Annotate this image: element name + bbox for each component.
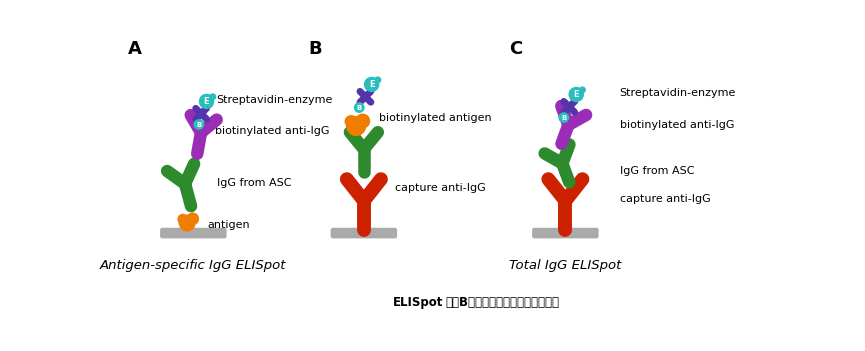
FancyBboxPatch shape: [161, 229, 226, 238]
Circle shape: [209, 93, 216, 100]
Text: Streptavidin-enzyme: Streptavidin-enzyme: [619, 88, 736, 98]
Circle shape: [559, 112, 569, 123]
Circle shape: [177, 214, 189, 225]
Text: capture anti-IgG: capture anti-IgG: [619, 194, 710, 204]
Circle shape: [568, 87, 584, 102]
Text: E: E: [368, 80, 375, 89]
Text: E: E: [204, 97, 209, 106]
Text: ELISpot: ELISpot: [394, 296, 444, 309]
Text: biotinylated anti-IgG: biotinylated anti-IgG: [619, 119, 734, 130]
Circle shape: [179, 214, 195, 232]
Circle shape: [346, 116, 366, 136]
Circle shape: [354, 102, 365, 113]
Text: biotinylated anti-IgG: biotinylated anti-IgG: [215, 126, 330, 136]
Circle shape: [199, 94, 215, 109]
Text: antigen: antigen: [208, 220, 250, 230]
Text: Streptavidin-enzyme: Streptavidin-enzyme: [216, 95, 333, 105]
Circle shape: [375, 77, 381, 83]
Text: A: A: [127, 40, 141, 58]
Text: B: B: [356, 105, 362, 111]
Text: 检测B细胞不同方法的原理示意图。: 检测B细胞不同方法的原理示意图。: [445, 296, 560, 309]
Text: B: B: [561, 114, 567, 121]
Text: B: B: [308, 40, 322, 58]
Text: B: B: [196, 121, 202, 127]
Text: IgG from ASC: IgG from ASC: [216, 178, 292, 188]
Circle shape: [579, 86, 586, 93]
Text: IgG from ASC: IgG from ASC: [619, 166, 694, 176]
Circle shape: [364, 77, 380, 92]
Circle shape: [194, 119, 204, 130]
Circle shape: [344, 115, 357, 128]
Text: Total IgG ELISpot: Total IgG ELISpot: [509, 259, 622, 272]
Text: capture anti-IgG: capture anti-IgG: [395, 183, 485, 193]
Text: C: C: [509, 40, 522, 58]
Text: E: E: [573, 90, 579, 99]
FancyBboxPatch shape: [533, 229, 598, 238]
FancyBboxPatch shape: [331, 229, 396, 238]
Circle shape: [186, 212, 199, 225]
Text: biotinylated antigen: biotinylated antigen: [380, 113, 492, 123]
Circle shape: [356, 113, 370, 128]
Text: Antigen-specific IgG ELISpot: Antigen-specific IgG ELISpot: [100, 259, 286, 272]
